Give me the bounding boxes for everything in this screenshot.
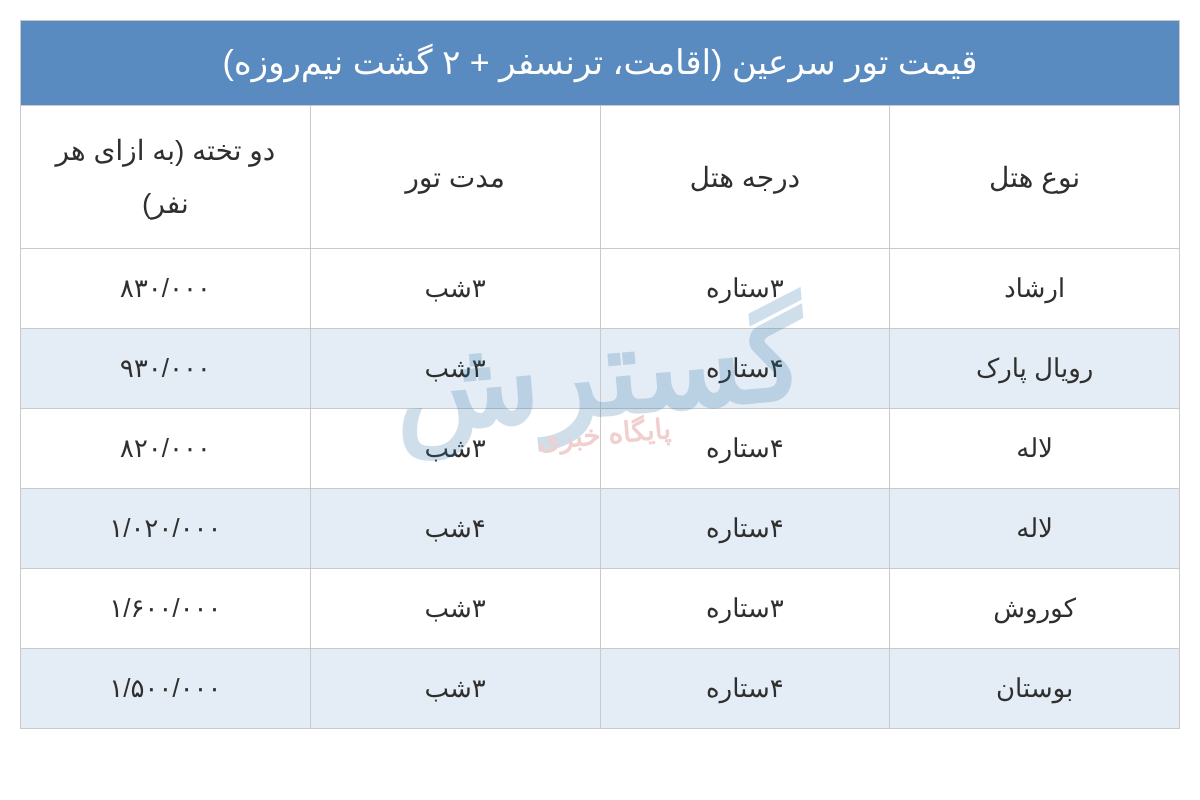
table-body: ارشاد ۳ستاره ۳شب ۸۳۰/۰۰۰ رویال پارک ۴ستا… xyxy=(21,249,1180,729)
cell-price: ۸۳۰/۰۰۰ xyxy=(21,249,311,329)
table-row: رویال پارک ۴ستاره ۳شب ۹۳۰/۰۰۰ xyxy=(21,329,1180,409)
cell-price: ۹۳۰/۰۰۰ xyxy=(21,329,311,409)
price-table: قیمت تور سرعین (اقامت، ترنسفر + ۲ گشت نی… xyxy=(20,20,1180,729)
col-duration: مدت تور xyxy=(310,106,600,249)
cell-stars: ۳ستاره xyxy=(600,569,890,649)
cell-duration: ۳شب xyxy=(310,649,600,729)
cell-price: ۱/۰۲۰/۰۰۰ xyxy=(21,489,311,569)
cell-price: ۱/۶۰۰/۰۰۰ xyxy=(21,569,311,649)
cell-stars: ۴ستاره xyxy=(600,329,890,409)
cell-duration: ۴شب xyxy=(310,489,600,569)
cell-hotel: رویال پارک xyxy=(890,329,1180,409)
table-row: ارشاد ۳ستاره ۳شب ۸۳۰/۰۰۰ xyxy=(21,249,1180,329)
cell-duration: ۳شب xyxy=(310,409,600,489)
table-row: لاله ۴ستاره ۴شب ۱/۰۲۰/۰۰۰ xyxy=(21,489,1180,569)
cell-stars: ۴ستاره xyxy=(600,489,890,569)
table-row: لاله ۴ستاره ۳شب ۸۲۰/۰۰۰ xyxy=(21,409,1180,489)
cell-duration: ۳شب xyxy=(310,329,600,409)
col-hotel-type: نوع هتل xyxy=(890,106,1180,249)
cell-stars: ۴ستاره xyxy=(600,649,890,729)
table-title: قیمت تور سرعین (اقامت، ترنسفر + ۲ گشت نی… xyxy=(21,21,1180,106)
price-table-container: قیمت تور سرعین (اقامت، ترنسفر + ۲ گشت نی… xyxy=(20,20,1180,729)
cell-hotel: لاله xyxy=(890,489,1180,569)
cell-duration: ۳شب xyxy=(310,569,600,649)
cell-hotel: ارشاد xyxy=(890,249,1180,329)
cell-stars: ۳ستاره xyxy=(600,249,890,329)
table-title-row: قیمت تور سرعین (اقامت، ترنسفر + ۲ گشت نی… xyxy=(21,21,1180,106)
cell-stars: ۴ستاره xyxy=(600,409,890,489)
table-row: کوروش ۳ستاره ۳شب ۱/۶۰۰/۰۰۰ xyxy=(21,569,1180,649)
cell-duration: ۳شب xyxy=(310,249,600,329)
cell-price: ۱/۵۰۰/۰۰۰ xyxy=(21,649,311,729)
cell-price: ۸۲۰/۰۰۰ xyxy=(21,409,311,489)
cell-hotel: بوستان xyxy=(890,649,1180,729)
cell-hotel: کوروش xyxy=(890,569,1180,649)
col-price: دو تخته (به ازای هر نفر) xyxy=(21,106,311,249)
table-header-row: نوع هتل درجه هتل مدت تور دو تخته (به ازا… xyxy=(21,106,1180,249)
cell-hotel: لاله xyxy=(890,409,1180,489)
col-hotel-stars: درجه هتل xyxy=(600,106,890,249)
table-row: بوستان ۴ستاره ۳شب ۱/۵۰۰/۰۰۰ xyxy=(21,649,1180,729)
